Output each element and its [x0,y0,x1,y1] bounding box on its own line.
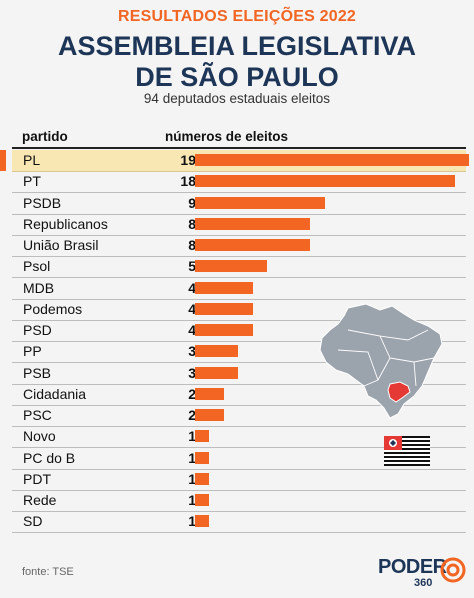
bar-row: Cidadania 2 [12,384,466,406]
seat-count-label: 18 [180,173,196,190]
seat-bar [195,409,224,421]
seat-count-label: 1 [188,449,196,466]
seat-count-label: 9 [188,194,196,211]
seat-count-label: 1 [188,470,196,487]
party-label: Cidadania [23,385,87,402]
seat-count-label: 8 [188,215,196,232]
bar-row: PSC 2 [12,405,466,427]
bar-row: SD 1 [12,511,466,534]
chart-kicker: RESULTADOS ELEIÇÕES 2022 [117,8,357,25]
party-label: PC do B [23,449,76,466]
seat-count-label: 19 [180,152,196,168]
seat-bar [195,515,210,528]
chart-subtitle: 94 deputados estaduais eleitos [143,91,331,106]
logo-wordmark: PODER [378,556,447,578]
seat-count-label: 1 [188,492,196,508]
header-divider [12,147,466,149]
party-label: Republicanos [23,215,108,232]
bar-row: PDT 1 [12,469,466,491]
column-header-seats: números de eleitos [165,129,289,144]
poder360-logo-icon [440,557,466,583]
party-label: PSDB [23,194,62,211]
party-label: MDB [23,279,55,296]
bar-row: PL 19 [0,150,469,172]
party-label: Podemos [23,300,83,317]
party-label: União Brasil [23,237,99,253]
seat-bar [195,196,325,209]
sao-paulo-flag-icon [384,436,430,466]
seat-bar [195,239,311,251]
party-label: PDT [23,470,51,487]
seat-bar [195,175,455,188]
seat-count-label: 4 [188,279,196,296]
party-label: PL [23,152,41,168]
seat-count-label: 5 [188,258,196,275]
column-header-party: partido [22,129,68,144]
seat-bar [195,345,239,358]
seat-count-label: 3 [188,364,196,381]
bar-row: Republicanos 8 [12,214,466,236]
seat-bar [195,472,210,485]
party-label: PSC [23,407,52,423]
party-label: SD [23,513,43,530]
source-note: fonte: TSE [22,566,74,578]
bar-row: PSDB 9 [12,193,466,215]
chart-title-line1: ASSEMBLEIA LEGISLATIVA [57,31,416,61]
seat-bar [195,451,210,464]
party-label: PP [23,343,42,360]
bar-row: PP 3 [12,341,466,364]
bar-row: PSB 3 [12,363,466,385]
seat-bar [195,387,224,400]
brazil-map-icon [319,303,443,419]
logo-subtext: 360 [414,577,433,589]
bar-row: Psol 5 [12,256,466,279]
party-label: Psol [23,258,51,275]
party-label: Novo [23,428,56,445]
seat-bar [195,430,210,443]
bar-row: Podemos 4 [12,299,466,321]
bar-row: Novo 1 [12,426,466,449]
seat-count-label: 4 [188,322,196,338]
seat-bar [195,154,469,166]
seat-bar [195,260,268,273]
seat-bar [195,281,253,294]
party-label: PSD [23,322,52,338]
party-label: PSB [23,364,52,381]
bar-row: PC do B 1 [12,448,466,470]
seat-count-label: 8 [188,237,196,253]
chart-title-line2: DE SÃO PAULO [135,62,339,92]
party-label: Rede [23,492,57,508]
seat-count-label: 2 [188,407,196,423]
bar-row: MDB 4 [12,278,466,300]
bar-row: PSD 4 [12,320,466,342]
seat-bar [195,302,253,315]
seat-count-label: 1 [188,513,196,530]
highlight-marker [0,150,6,171]
seat-bar [195,217,311,230]
seat-bar [195,494,210,506]
seat-bar [195,324,253,336]
seat-count-label: 1 [188,428,196,445]
seat-count-label: 3 [188,343,196,360]
seat-count-label: 4 [188,300,196,317]
seat-count-label: 2 [188,385,196,402]
bar-row: PT 18 [12,171,466,194]
seat-bar [195,366,239,379]
bar-row: União Brasil 8 [12,235,466,257]
bar-row: Rede 1 [12,490,466,512]
party-label: PT [23,173,41,190]
